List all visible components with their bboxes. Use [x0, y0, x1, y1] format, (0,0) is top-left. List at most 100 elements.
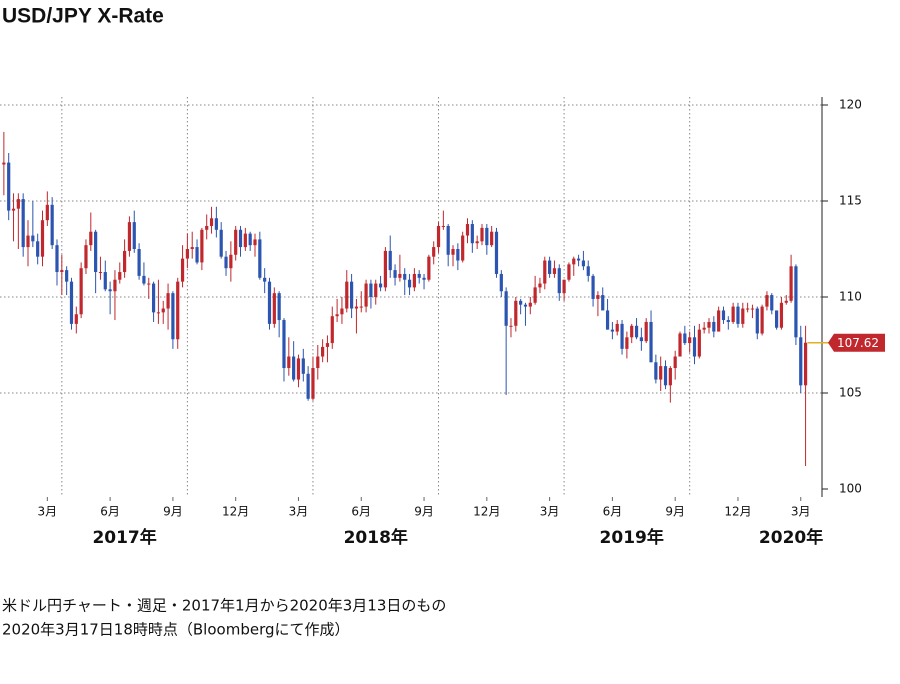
year-label: 2019年	[600, 527, 664, 548]
candle-body	[161, 308, 165, 313]
candle-body	[296, 358, 301, 380]
candle-body	[784, 300, 788, 303]
candle-body	[263, 277, 267, 282]
candle-body	[127, 222, 132, 251]
candle-body	[311, 368, 315, 399]
candle-body	[456, 249, 460, 261]
candle-body	[142, 275, 146, 284]
x-tick-label: 12月	[724, 505, 751, 519]
candle-body	[639, 337, 643, 342]
candle-body	[89, 231, 93, 246]
candle-body	[118, 272, 122, 280]
candle-body	[692, 337, 697, 357]
caption: 2020年3月17日18時時点（Bloombergにて作成）	[2, 621, 350, 639]
candle-body	[668, 368, 672, 386]
candle-body	[267, 281, 272, 324]
x-tick-label: 9月	[665, 505, 685, 519]
x-tick-label: 6月	[100, 505, 120, 519]
candle-body	[567, 264, 571, 280]
x-tick-label: 12月	[222, 505, 249, 519]
candle-body	[543, 260, 547, 284]
candle-body	[151, 283, 156, 313]
candle-body	[494, 231, 499, 274]
candle-body	[523, 304, 528, 307]
candle-body	[548, 260, 552, 274]
candle-body	[615, 323, 619, 332]
last-price-box	[828, 333, 885, 352]
candle-body	[45, 204, 49, 221]
y-tick-label: 110	[839, 290, 862, 304]
candle-body	[562, 279, 566, 294]
candle-body	[412, 273, 416, 288]
candle-body	[605, 310, 610, 330]
candle-body	[147, 283, 151, 285]
candle-body	[509, 325, 513, 327]
candle-body	[799, 337, 803, 386]
candle-body	[2, 162, 6, 165]
candle-body	[272, 293, 276, 324]
candle-body	[180, 258, 185, 282]
candle-body	[576, 258, 581, 261]
candle-body	[7, 162, 11, 211]
candle-body	[610, 329, 614, 332]
candle-body	[552, 268, 557, 274]
candle-body	[325, 343, 330, 347]
candle-body	[736, 306, 740, 324]
candle-body	[224, 256, 228, 269]
candle-body	[770, 295, 774, 311]
y-tick-label: 105	[839, 386, 862, 400]
candle-body	[69, 281, 74, 324]
candle-body	[485, 227, 489, 246]
y-tick-label: 115	[839, 194, 862, 208]
candle-body	[330, 316, 334, 344]
candle-body	[746, 308, 750, 310]
candle-body	[16, 199, 20, 209]
candle-body	[248, 233, 252, 246]
candle-body	[185, 249, 189, 259]
x-tick-label: 3月	[38, 505, 58, 519]
x-tick-label: 12月	[473, 505, 500, 519]
candle-body	[572, 258, 576, 265]
candle-body	[31, 235, 35, 242]
candle-body	[79, 268, 83, 315]
candle-body	[451, 249, 455, 255]
candle-body	[533, 287, 537, 303]
candle-body	[258, 239, 262, 278]
candle-body	[349, 281, 354, 309]
candle-body	[427, 256, 431, 280]
candle-body	[499, 273, 503, 292]
candle-body	[316, 356, 320, 369]
candle-body	[378, 283, 383, 288]
caption: 米ドル円チャート・週足・2017年1月から2020年3月13日のもの	[2, 597, 446, 615]
candle-body	[741, 308, 745, 324]
candle-body	[94, 231, 98, 273]
candle-body	[673, 356, 677, 369]
candle-body	[374, 283, 378, 297]
candle-body	[461, 235, 465, 261]
candle-body	[55, 245, 59, 273]
candle-body	[166, 293, 170, 309]
candle-body	[190, 247, 194, 249]
candle-body	[538, 283, 542, 288]
candle-body	[634, 325, 639, 338]
candle-body	[731, 306, 735, 322]
candle-body	[383, 250, 388, 288]
candle-body	[200, 229, 204, 263]
year-label: 2020年	[759, 527, 823, 548]
candle-body	[803, 342, 808, 386]
candle-body	[176, 281, 180, 340]
candle-body	[321, 346, 325, 357]
year-label: 2017年	[92, 527, 156, 548]
candle-body	[65, 270, 69, 282]
candle-body	[649, 321, 653, 363]
candle-body	[113, 279, 117, 292]
candle-body	[156, 312, 161, 314]
candle-body	[214, 218, 218, 230]
candle-body	[504, 291, 508, 326]
candle-body	[354, 306, 359, 309]
candle-body	[335, 314, 339, 317]
candle-body	[398, 273, 402, 278]
candle-body	[436, 225, 441, 248]
candle-body	[697, 329, 701, 357]
candle-body	[441, 225, 445, 227]
